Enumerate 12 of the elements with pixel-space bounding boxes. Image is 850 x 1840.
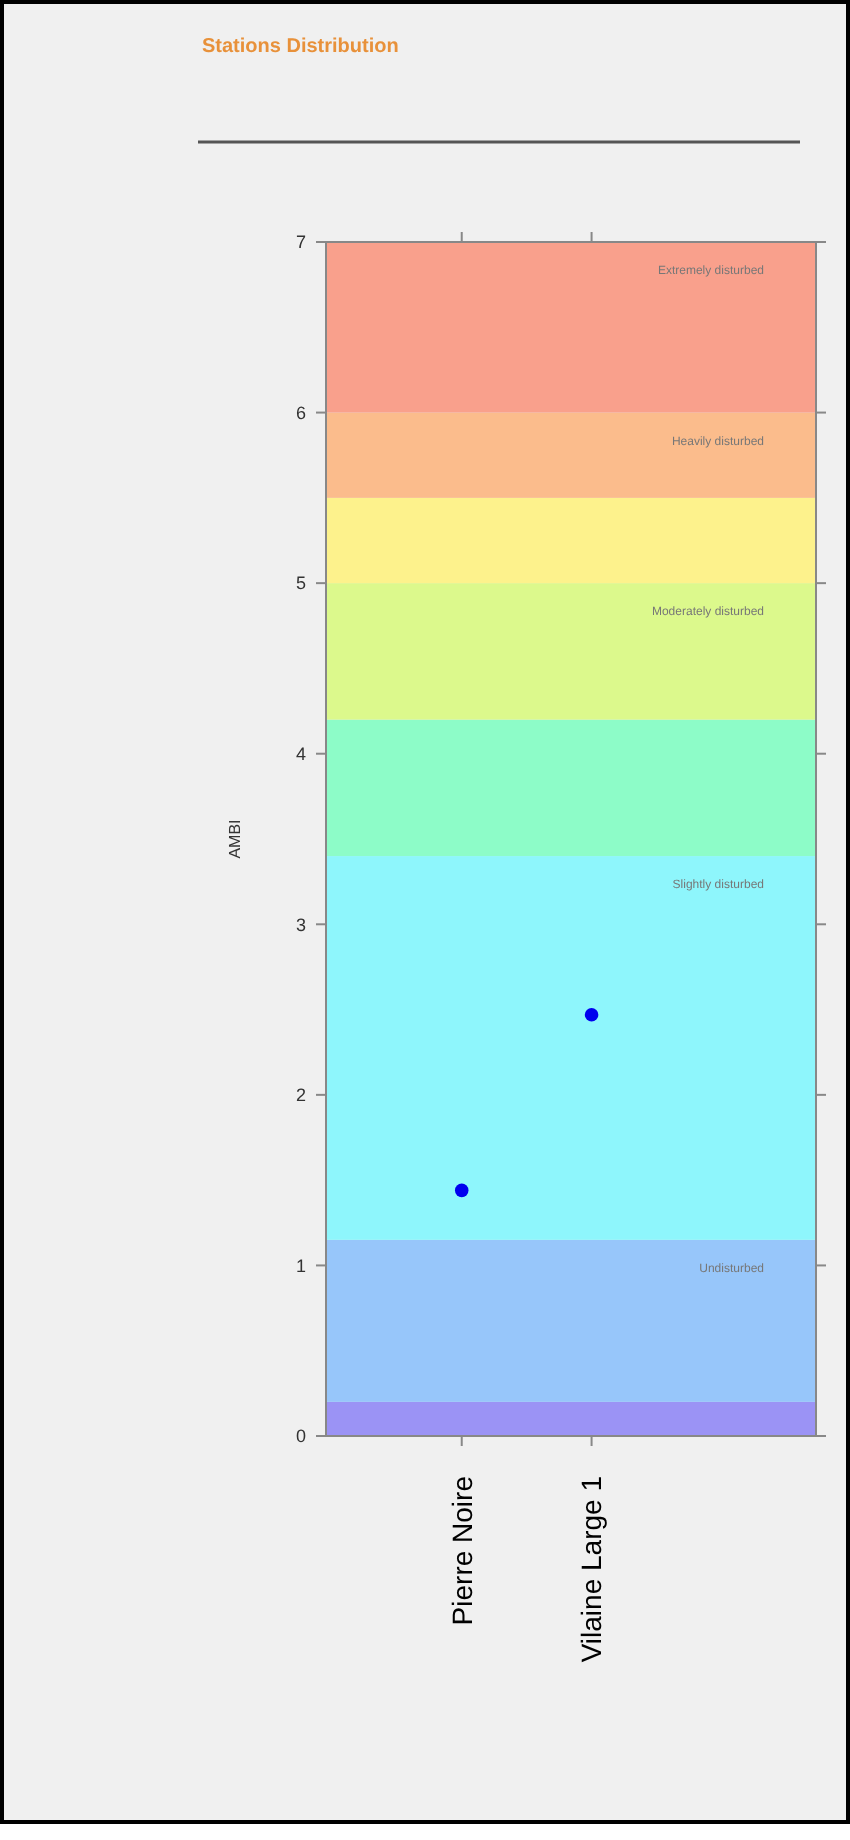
y-tick-label: 4 <box>295 744 306 765</box>
y-tick-label: 3 <box>295 914 306 935</box>
y-tick-label: 1 <box>295 1255 306 1276</box>
y-tick-label: 5 <box>295 573 306 594</box>
y-tick-label: 7 <box>295 232 306 253</box>
y-axis-title: AMBI <box>226 819 244 859</box>
chart-title: Stations Distribution <box>202 36 399 58</box>
y-tick-label: 6 <box>295 402 306 423</box>
x-tick-label: Vilaine Large 1 <box>575 1475 608 1663</box>
y-tick-label: 2 <box>295 1085 306 1106</box>
y-tick-label: 0 <box>295 1426 306 1447</box>
x-tick-label: Pierre Noire <box>445 1475 478 1626</box>
